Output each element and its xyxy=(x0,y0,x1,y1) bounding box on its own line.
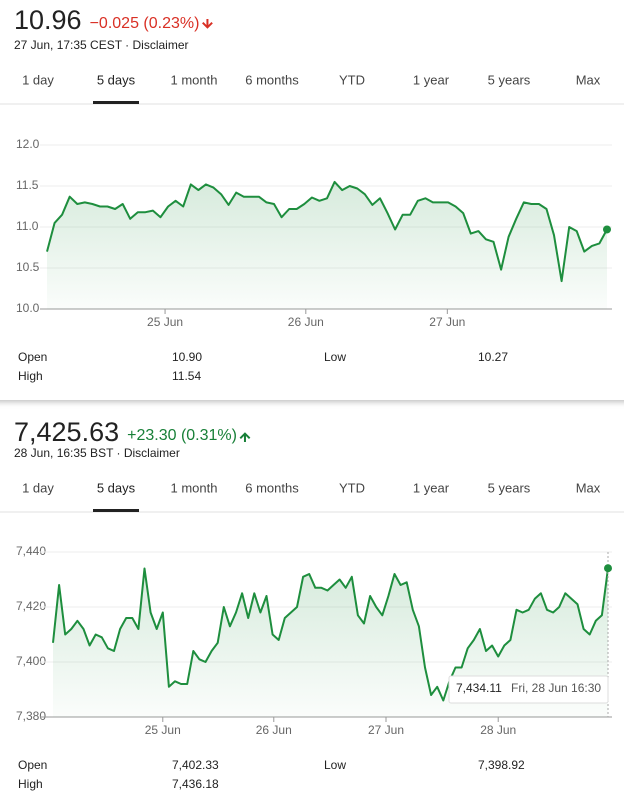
timestamp: 27 Jun, 17:35 CEST · Disclaimer xyxy=(14,38,189,52)
y-tick-label: 11.0 xyxy=(16,219,39,233)
x-tick-label: 27 Jun xyxy=(368,723,404,737)
range-tab[interactable]: 6 months xyxy=(245,72,299,87)
tooltip-box xyxy=(448,675,609,704)
change-arrow xyxy=(239,432,251,442)
range-tab[interactable]: 1 year xyxy=(413,480,450,495)
tooltip-value: 7,434.11 xyxy=(456,681,502,695)
range-tab[interactable]: 5 days xyxy=(97,480,136,495)
range-tab[interactable]: 1 month xyxy=(171,480,218,495)
stat-value: 7,398.92 xyxy=(478,758,525,772)
y-tick-label: 11.5 xyxy=(16,178,39,192)
stat-value: 7,436.18 xyxy=(172,777,219,791)
stat-label: Open xyxy=(18,758,47,772)
range-tab[interactable]: YTD xyxy=(339,72,365,87)
stat-label: Open xyxy=(18,350,47,364)
range-tab[interactable]: 1 month xyxy=(171,72,218,87)
price-change: −0.025 (0.23%) xyxy=(90,15,200,32)
range-tab[interactable]: 1 day xyxy=(22,480,54,495)
stat-value: 10.27 xyxy=(478,350,508,364)
y-tick-label: 7,400 xyxy=(16,654,46,668)
y-tick-label: 12.0 xyxy=(16,137,40,151)
range-tab[interactable]: YTD xyxy=(339,480,365,495)
price-line xyxy=(52,567,609,702)
y-tick-label: 7,380 xyxy=(16,709,46,723)
x-tick-label: 25 Jun xyxy=(147,315,183,329)
stat-value: 10.90 xyxy=(172,350,202,364)
price-line xyxy=(46,180,608,283)
y-tick-label: 7,420 xyxy=(16,599,46,613)
range-tab[interactable]: 5 years xyxy=(488,72,531,87)
stat-label: Low xyxy=(324,350,346,364)
x-tick-label: 25 Jun xyxy=(145,723,181,737)
range-tab[interactable]: 1 day xyxy=(22,72,54,87)
tab-underline xyxy=(93,509,139,512)
stat-label: Low xyxy=(324,758,346,772)
timestamp: 28 Jun, 16:35 BST · Disclaimer xyxy=(14,446,180,460)
price-change: +23.30 (0.31%) xyxy=(127,427,237,444)
stat-value: 11.54 xyxy=(172,369,201,383)
area-fill xyxy=(47,181,607,309)
y-tick-label: 7,440 xyxy=(16,544,46,558)
range-tab[interactable]: 1 year xyxy=(413,72,450,87)
x-tick-label: 26 Jun xyxy=(256,723,292,737)
x-tick-label: 27 Jun xyxy=(429,315,465,329)
price: 7,425.63 xyxy=(14,417,119,447)
range-tab[interactable]: Max xyxy=(576,480,601,495)
x-tick-label: 26 Jun xyxy=(288,315,324,329)
stat-value: 7,402.33 xyxy=(172,758,219,772)
range-tab[interactable]: 6 months xyxy=(245,480,299,495)
range-tab[interactable]: 5 years xyxy=(488,480,531,495)
stat-label: High xyxy=(18,369,43,383)
tooltip-time: Fri, 28 Jun 16:30 xyxy=(511,681,601,695)
y-tick-label: 10.5 xyxy=(16,260,40,274)
price: 10.96 xyxy=(14,5,82,35)
change-arrow xyxy=(202,19,213,29)
range-tab[interactable]: 5 days xyxy=(97,72,136,87)
stat-label: High xyxy=(18,777,43,791)
tab-underline xyxy=(93,101,139,104)
range-tab[interactable]: Max xyxy=(576,72,601,87)
last-point xyxy=(604,564,612,573)
y-tick-label: 10.0 xyxy=(16,301,40,315)
x-tick-label: 28 Jun xyxy=(480,723,516,737)
last-point xyxy=(603,225,611,234)
